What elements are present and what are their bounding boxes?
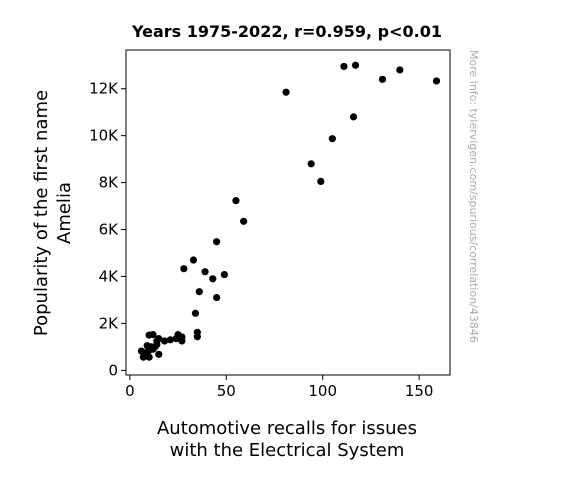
data-point xyxy=(149,331,157,339)
data-point xyxy=(180,265,188,273)
data-point xyxy=(396,66,404,74)
data-point xyxy=(282,88,290,96)
data-point xyxy=(220,270,228,279)
y-axis-label-line-1: Popularity of the first name xyxy=(31,90,52,336)
y-tick-label: 0 xyxy=(108,361,118,379)
data-point xyxy=(209,275,217,283)
data-point xyxy=(160,337,169,345)
x-axis-label-line-1: Automotive recalls for issues xyxy=(157,418,417,439)
data-point xyxy=(166,336,174,344)
data-point xyxy=(195,288,203,296)
watermark-text: More info: tylervigen.com/spurious/corre… xyxy=(467,50,480,343)
data-points xyxy=(137,61,441,361)
data-point xyxy=(155,350,163,358)
data-point xyxy=(349,113,358,121)
data-point xyxy=(153,340,161,349)
y-axis-label: Popularity of the first name Amelia xyxy=(31,90,75,336)
data-point xyxy=(191,309,200,317)
x-axis-label: Automotive recalls for issues with the E… xyxy=(157,418,417,461)
y-tick-label: 6K xyxy=(99,221,120,239)
y-tick-label: 2K xyxy=(99,314,120,332)
data-point xyxy=(213,238,221,246)
y-tick-label: 10K xyxy=(89,127,119,145)
y-tick-label: 12K xyxy=(89,80,119,98)
chart-title: Years 1975-2022, r=0.959, p<0.01 xyxy=(131,22,442,41)
plot-area-frame xyxy=(125,49,451,376)
y-axis-label-line-2: Amelia xyxy=(54,182,75,244)
y-tick-label: 8K xyxy=(99,174,120,192)
data-point xyxy=(351,61,360,69)
x-tick-label: 100 xyxy=(308,382,337,400)
x-tick-label: 150 xyxy=(405,382,434,400)
x-tick-label: 0 xyxy=(125,382,135,400)
data-point xyxy=(189,256,198,264)
data-point xyxy=(193,333,201,341)
data-point xyxy=(145,353,153,361)
data-point xyxy=(432,77,441,85)
data-point xyxy=(378,75,387,83)
data-point xyxy=(201,268,209,276)
data-point xyxy=(213,293,221,302)
x-axis-label-line-2: with the Electrical System xyxy=(170,440,405,461)
data-point xyxy=(340,62,348,71)
data-point xyxy=(232,197,240,205)
data-point xyxy=(328,135,336,143)
axis-ticks: 0 50 100 150 0 2K 4K 6K 8K 10K 12K xyxy=(89,80,433,400)
data-point xyxy=(178,333,186,341)
data-point xyxy=(317,177,325,186)
data-point xyxy=(240,217,248,225)
data-point xyxy=(155,335,163,343)
y-tick-label: 4K xyxy=(99,267,120,285)
data-point xyxy=(307,160,315,168)
x-tick-label: 50 xyxy=(217,382,236,400)
